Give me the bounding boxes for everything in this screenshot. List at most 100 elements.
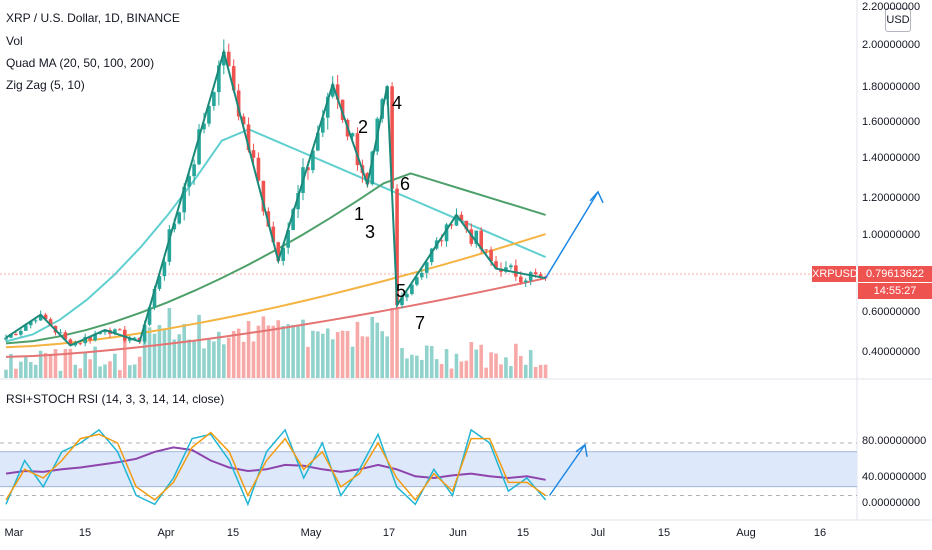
volume-bar <box>118 370 122 378</box>
rsi-panel <box>0 428 857 507</box>
candle-body <box>449 224 454 226</box>
volume-bar <box>439 364 444 378</box>
candle-body <box>182 186 186 213</box>
candle-body <box>88 336 92 341</box>
candle-body <box>212 92 216 106</box>
volume-bar <box>88 359 92 378</box>
wave-label-4: 4 <box>392 93 403 113</box>
candle-body <box>132 337 137 339</box>
volume-bar <box>330 339 335 378</box>
volume-bar <box>489 352 493 378</box>
candle-body <box>330 84 335 97</box>
rsi-tick: 40.00000000 <box>862 471 927 483</box>
indicator-quad-ma[interactable]: Quad MA (20, 50, 100, 200) <box>6 56 155 70</box>
volume-bar <box>38 350 43 378</box>
candle-body <box>68 339 73 346</box>
candle-body <box>118 329 122 331</box>
candle-body <box>78 343 83 345</box>
current-symbol-label: XRPUSD <box>812 266 858 282</box>
volume-bar <box>19 361 23 378</box>
volume-bar <box>24 357 28 378</box>
indicator-zigzag[interactable]: Zig Zag (5, 10) <box>6 78 85 92</box>
candle-body <box>395 188 399 306</box>
volume-bar <box>528 350 533 378</box>
volume-bar <box>137 356 142 378</box>
candle-body <box>454 214 459 226</box>
time-tick: 15 <box>226 527 240 539</box>
volume-bar <box>365 336 370 378</box>
volume-bar <box>4 369 8 378</box>
candle-body <box>197 129 201 165</box>
volume-bar <box>113 353 117 378</box>
rsi-indicator-title[interactable]: RSI+STOCH RSI (14, 3, 3, 14, 14, close) <box>6 392 225 406</box>
volume-bar <box>103 364 107 378</box>
candle-body <box>19 330 23 335</box>
volume-bar <box>226 337 231 378</box>
volume-bar <box>142 330 147 378</box>
projection-arrowhead <box>589 190 604 204</box>
indicator-vol[interactable]: Vol <box>6 34 23 48</box>
rsi-tick: 80.00000000 <box>862 435 927 447</box>
volume-bar <box>519 356 523 378</box>
candle-body <box>439 240 444 242</box>
volume-bar <box>385 336 389 378</box>
candle-body <box>24 325 28 331</box>
volume-bar <box>370 316 375 378</box>
candle-countdown: 14:55:27 <box>858 283 932 299</box>
wave-label-6: 6 <box>400 174 411 194</box>
zigzag-line <box>5 48 546 347</box>
candle-body <box>38 314 43 321</box>
volume-bar <box>246 321 251 378</box>
volume-bar <box>222 344 226 378</box>
volume-bar <box>78 368 83 378</box>
candle-body <box>325 96 330 118</box>
volume-bar <box>108 361 112 378</box>
wave-label-7: 7 <box>415 313 426 333</box>
volume-bar <box>286 324 290 378</box>
price-tick: 0.60000000 <box>862 306 921 318</box>
candle-body <box>291 209 295 230</box>
volume-bar <box>395 308 399 378</box>
candle-body <box>256 157 261 181</box>
volume-bar <box>375 322 380 378</box>
candle-body <box>335 84 340 100</box>
candle-body <box>276 242 281 261</box>
price-tick: 1.00000000 <box>862 229 921 241</box>
volume-bar <box>360 336 365 378</box>
volume-bar <box>14 368 18 378</box>
moving-averages <box>5 128 546 358</box>
volume-bar <box>301 319 305 378</box>
candle-body <box>429 248 434 263</box>
volume-bar <box>424 345 429 378</box>
volume-bar <box>58 370 63 378</box>
price-tick: 1.80000000 <box>862 81 921 93</box>
volume-bar <box>162 328 167 378</box>
candle-body <box>172 223 177 230</box>
volume-bar <box>192 341 196 378</box>
volume-bar <box>325 328 330 378</box>
volume-bar <box>345 331 350 378</box>
volume-bar <box>449 368 454 378</box>
candle-body <box>306 167 310 171</box>
volume-bar <box>28 362 33 378</box>
volume-bar <box>93 346 97 378</box>
projection-arrow <box>544 191 599 279</box>
currency-button[interactable]: USD <box>885 8 911 32</box>
candle-body <box>523 280 528 283</box>
candle-body <box>83 336 87 344</box>
volume-bar <box>355 321 360 378</box>
volume-bar <box>68 348 73 378</box>
volume-bar <box>523 364 528 378</box>
candle-body <box>533 272 538 275</box>
time-tick: 15 <box>657 527 671 539</box>
volume-bar <box>177 334 182 378</box>
candle-body <box>43 314 48 320</box>
candle-body <box>410 284 414 295</box>
candle-body <box>4 337 8 340</box>
time-tick: May <box>300 527 322 539</box>
volume-bar <box>256 325 261 378</box>
candle-body <box>127 338 132 341</box>
candle-body <box>162 261 167 277</box>
rsi-series-stoch-d <box>5 431 547 502</box>
volume-bar <box>9 353 13 378</box>
